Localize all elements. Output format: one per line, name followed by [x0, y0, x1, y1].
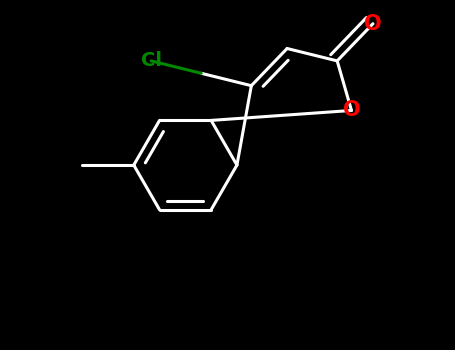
Text: Cl: Cl: [141, 51, 162, 70]
Text: O: O: [343, 100, 360, 120]
Text: O: O: [364, 14, 382, 34]
